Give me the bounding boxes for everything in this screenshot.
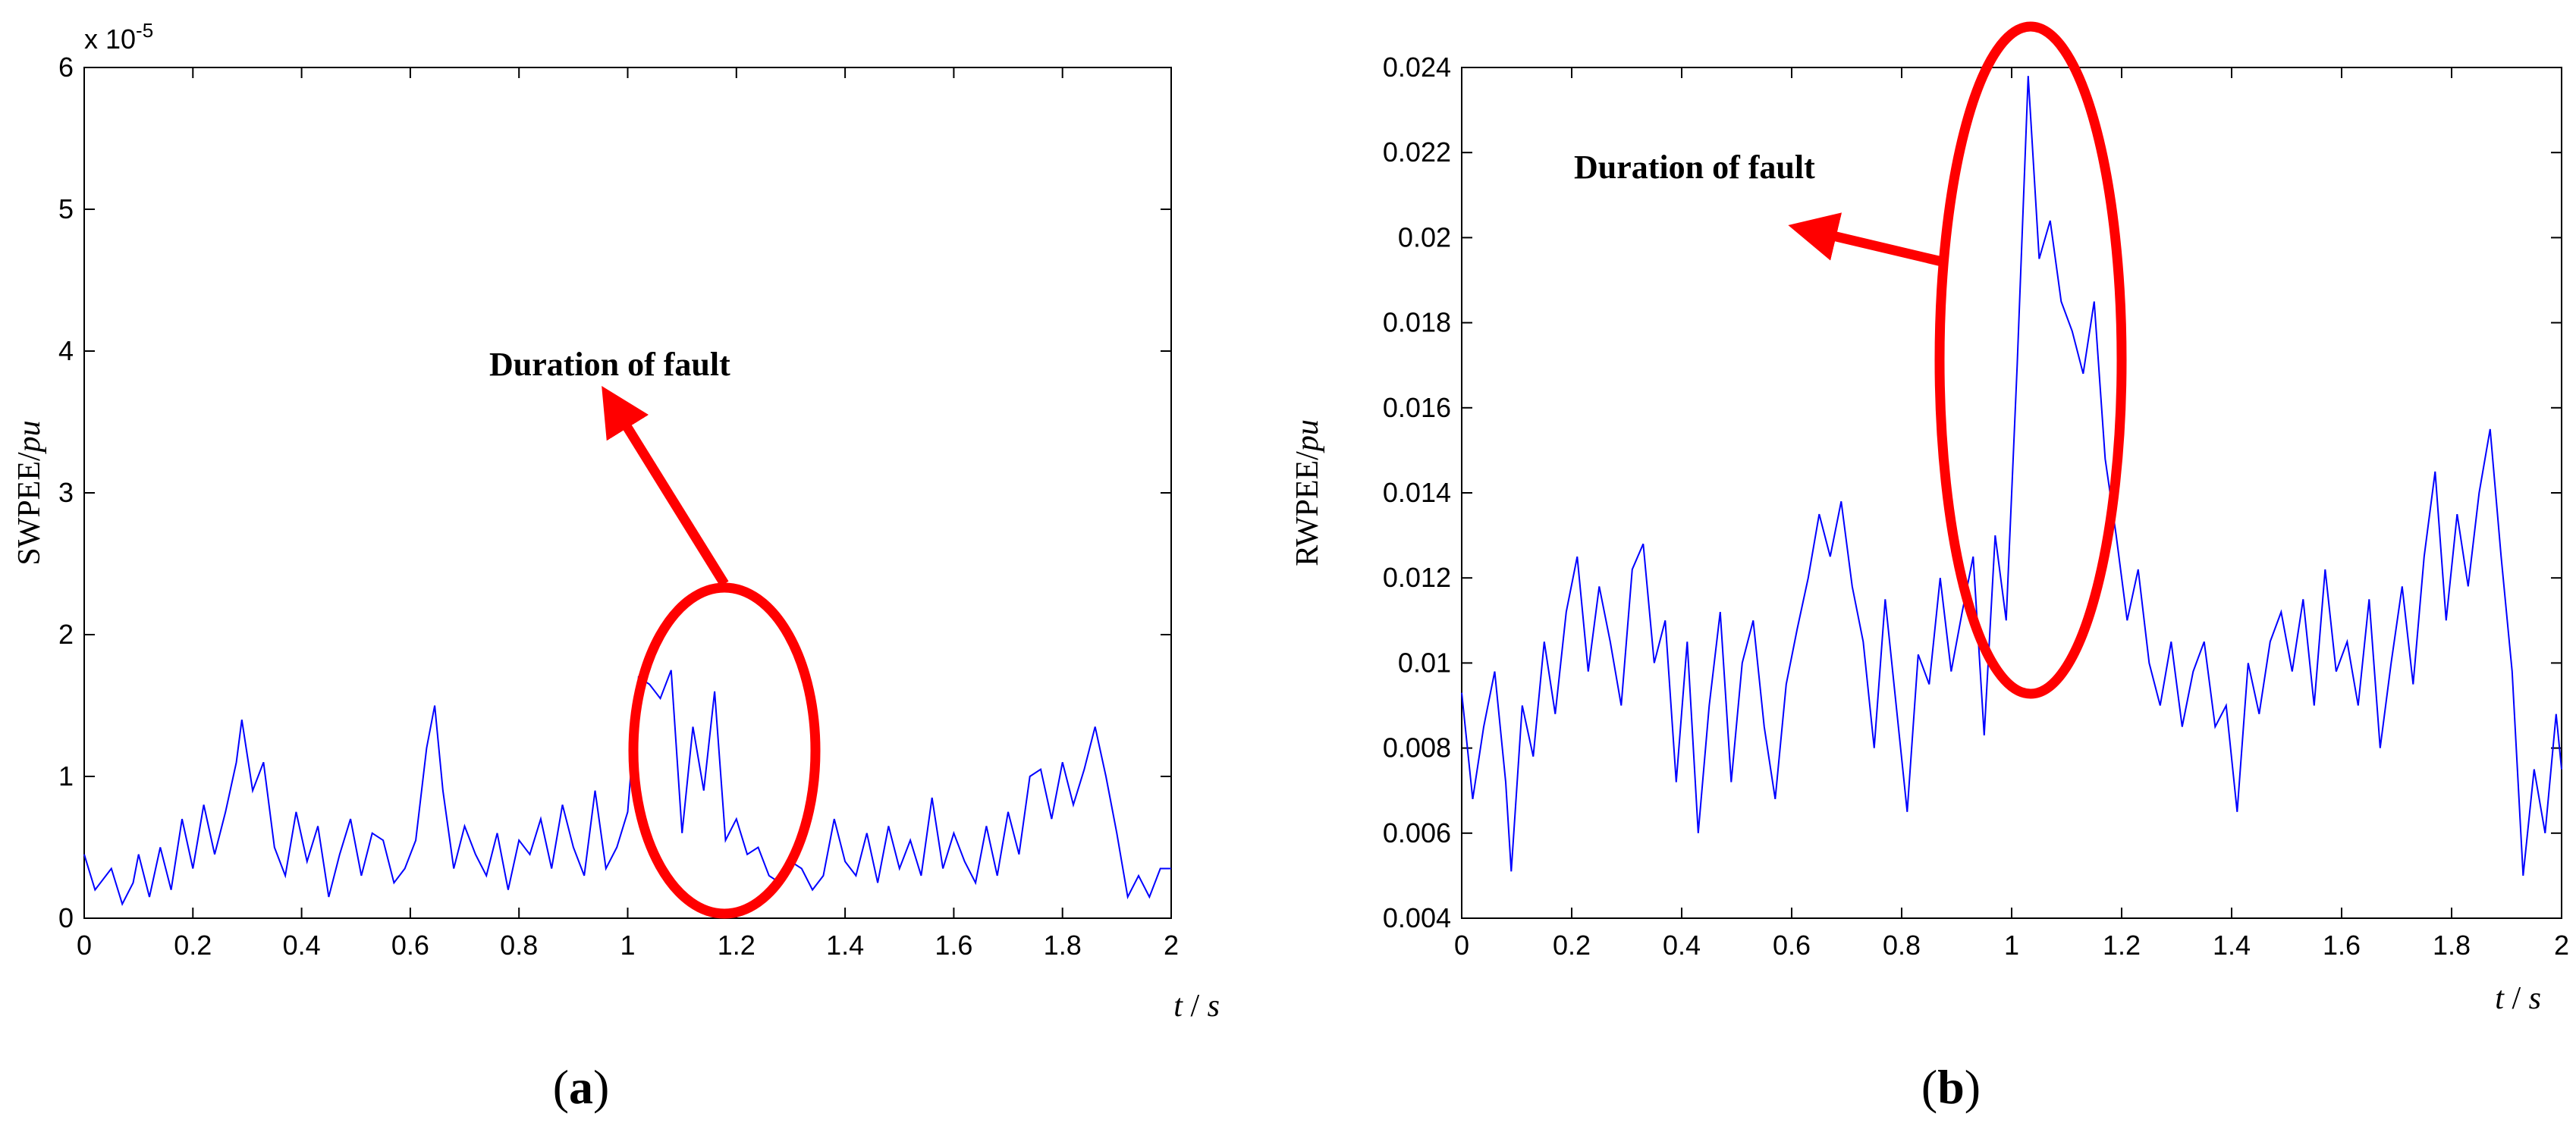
y-tick-label: 0.022 xyxy=(1383,136,1451,168)
y-ticks-b: 0.004 0.006 0.008 0.01 0.012 0.014 0.016 0.018 0… xyxy=(1383,52,2562,933)
x-tick-label: 0 xyxy=(1454,930,1469,961)
x-ticks-b: 0 0.2 0.4 0.6 0.8 1 1.2 1.4 1.6 1.8 2 xyxy=(1454,67,2569,961)
y-axis-label-b: RWPEE/pu xyxy=(1290,419,1325,566)
y-tick-label: 5 xyxy=(58,193,74,224)
exponent-label-a: x 10-5 xyxy=(84,19,153,55)
x-tick-label: 1 xyxy=(620,930,635,961)
y-tick-label: 0.024 xyxy=(1383,52,1451,83)
x-tick-label: 0.8 xyxy=(1883,930,1921,961)
chart-panel-b: 0.0040.0060.0080.010.0120.0140.0160.0180… xyxy=(1290,21,2569,1114)
x-tick-label: 0.2 xyxy=(1553,930,1591,961)
x-tick-label: 1.4 xyxy=(826,930,864,961)
fault-arrow-a xyxy=(602,385,729,587)
y-tick-label: 0.02 xyxy=(1398,221,1451,252)
y-tick-label: 2 xyxy=(58,619,74,650)
panel-label-a: (a) xyxy=(553,1060,610,1114)
y-tick-label: 0.014 xyxy=(1383,477,1451,508)
fault-arrow-b xyxy=(1788,212,1943,267)
y-tick-label: 0.016 xyxy=(1383,392,1451,423)
y-tick-label: 0.018 xyxy=(1383,307,1451,338)
y-tick-label: 0.01 xyxy=(1398,647,1451,678)
x-axis-label-a: t / s xyxy=(1173,989,1220,1024)
x-tick-label: 1.2 xyxy=(2103,930,2141,961)
y-tick-label: 1 xyxy=(58,761,74,792)
y-tick-label: 0.006 xyxy=(1383,817,1451,848)
y-ticks-a: 0 1 2 3 4 5 6 xyxy=(58,52,1171,933)
y-tick-label: 0.012 xyxy=(1383,562,1451,593)
x-tick-label: 0.6 xyxy=(1773,930,1811,961)
x-tick-label: 1 xyxy=(2004,930,2019,961)
x-tick-label: 0.6 xyxy=(391,930,429,961)
x-ticks-a: 0 0.2 0.4 0.6 0.8 1 1.2 1.4 1.6 1.8 2 xyxy=(77,67,1179,961)
y-tick-label: 4 xyxy=(58,335,74,366)
x-tick-label: 0.8 xyxy=(500,930,538,961)
panel-label-b: (b) xyxy=(1921,1060,1981,1114)
y-tick-label: 6 xyxy=(58,52,74,83)
y-axis-label-a: SWPEE/pu xyxy=(12,420,47,565)
x-tick-label: 0.2 xyxy=(174,930,212,961)
x-tick-label: 1.8 xyxy=(1044,930,1082,961)
x-tick-label: 2 xyxy=(1164,930,1179,961)
chart-panel-a: 0 1 2 3 4 5 6 0 0.2 0.4 0.6 0.8 1 1.2 1.4 1.6 1.8 2 x 10… xyxy=(12,19,1220,1114)
y-tick-label: 0.008 xyxy=(1383,732,1451,764)
x-tick-label: 1.8 xyxy=(2433,930,2471,961)
fault-annotation-b: Duration of fault xyxy=(1574,149,1815,186)
x-tick-label: 1.6 xyxy=(935,930,972,961)
x-tick-label: 1.4 xyxy=(2213,930,2251,961)
series-line-a xyxy=(83,670,1171,906)
x-tick-label: 2 xyxy=(2554,930,2569,961)
x-tick-label: 1.6 xyxy=(2323,930,2361,961)
series-line-b xyxy=(1461,76,2562,877)
fault-ellipse-a xyxy=(628,582,821,919)
x-tick-label: 1.2 xyxy=(718,930,756,961)
y-tick-label: 3 xyxy=(58,477,74,508)
plot-frame-a xyxy=(83,67,1172,919)
y-tick-label: 0 xyxy=(58,902,74,933)
x-tick-label: 0.4 xyxy=(1663,930,1701,961)
y-tick-label: 0.004 xyxy=(1383,902,1451,933)
fault-annotation-a: Duration of fault xyxy=(489,346,730,383)
fault-ellipse-b xyxy=(1934,21,2127,699)
x-tick-label: 0.4 xyxy=(283,930,321,961)
x-axis-label-b: t / s xyxy=(2495,981,2541,1016)
x-tick-label: 0 xyxy=(77,930,92,961)
